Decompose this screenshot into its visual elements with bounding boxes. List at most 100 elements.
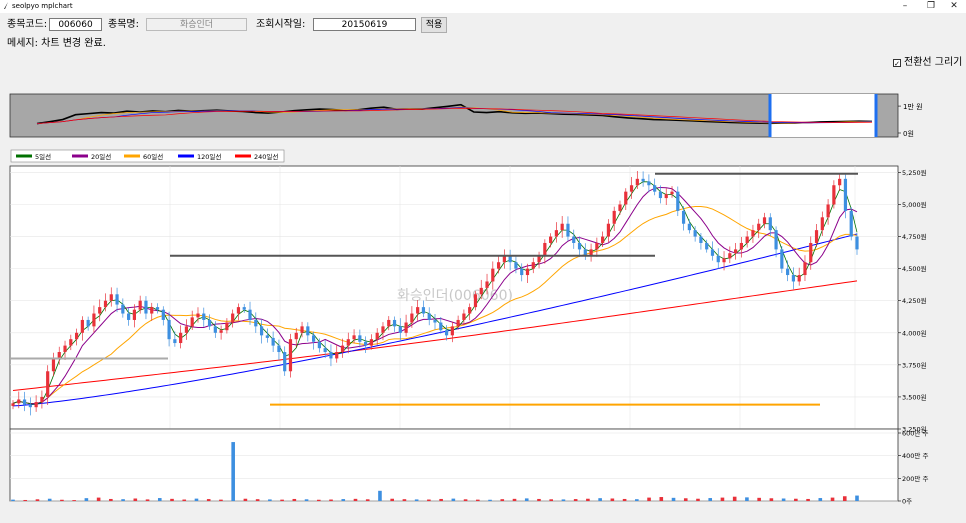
navigator-tick-label: 0원 bbox=[903, 129, 914, 138]
candle-body bbox=[98, 307, 102, 314]
volume-bar bbox=[586, 498, 590, 501]
candle-body bbox=[624, 191, 628, 205]
volume-bar bbox=[732, 496, 737, 501]
price-chart[interactable]: 5,250원 5,000원 4,750원 4,500원 4,250원 4,000원 3,75… bbox=[9, 165, 927, 434]
candle-body bbox=[271, 337, 275, 346]
legend-label-ma20: 20일선 bbox=[91, 152, 111, 161]
transition-line-checkbox[interactable]: ✓ bbox=[893, 59, 901, 68]
volume-bar bbox=[231, 442, 235, 501]
candle-body bbox=[410, 313, 414, 323]
candle-body bbox=[127, 313, 131, 320]
volume-bar bbox=[206, 499, 211, 501]
navigator-selection[interactable] bbox=[770, 94, 876, 137]
legend-swatch-ma5 bbox=[16, 154, 32, 158]
close-button[interactable]: ✕ bbox=[950, 1, 958, 11]
volume-bar bbox=[23, 499, 28, 501]
chart-area[interactable]: 1만 원 0원 5일선 20일선 60일선 120일선 240일선 5,250원 5,000… bbox=[0, 73, 966, 523]
candle-body bbox=[40, 396, 44, 403]
candle-body bbox=[225, 322, 229, 331]
minimize-button[interactable]: – bbox=[902, 1, 908, 11]
volume-bar bbox=[402, 499, 407, 501]
volume-tick-label: 400만 주 bbox=[902, 451, 928, 460]
volume-bar bbox=[60, 499, 64, 501]
navigator-left-handle[interactable] bbox=[768, 94, 772, 137]
volume-bar bbox=[671, 497, 676, 501]
price-tick-label: 5,250원 bbox=[902, 168, 927, 177]
candle-body bbox=[606, 223, 611, 237]
candle-body bbox=[618, 204, 622, 211]
candle-body bbox=[589, 249, 593, 256]
candle-body bbox=[439, 322, 443, 331]
candle-body bbox=[121, 304, 125, 314]
candle-body bbox=[202, 313, 206, 320]
candle-body bbox=[323, 348, 327, 353]
navigator-tick-label: 1만 원 bbox=[903, 102, 923, 111]
volume-bar bbox=[806, 498, 810, 501]
start-date-input[interactable]: 20150619 bbox=[313, 18, 416, 31]
code-input[interactable]: 006060 bbox=[49, 18, 102, 31]
navigator-right-handle[interactable] bbox=[874, 94, 878, 137]
volume-bar bbox=[329, 499, 333, 501]
apply-button[interactable]: 적용 bbox=[421, 17, 447, 33]
legend-label-ma240: 240일선 bbox=[254, 152, 278, 161]
candle-body bbox=[768, 217, 772, 231]
candle-body bbox=[17, 399, 21, 404]
candle-body bbox=[797, 275, 801, 282]
volume-bar bbox=[170, 498, 174, 501]
volume-bar bbox=[157, 498, 162, 501]
candle-body bbox=[653, 185, 657, 192]
candle-body bbox=[739, 242, 743, 250]
volume-bar bbox=[121, 499, 125, 501]
candle-body bbox=[554, 230, 558, 237]
volume-bar bbox=[842, 496, 847, 501]
candle-body bbox=[560, 223, 564, 231]
candle-body bbox=[462, 313, 466, 320]
volume-bar bbox=[341, 499, 346, 501]
candle-body bbox=[283, 352, 287, 372]
candle-body bbox=[421, 307, 426, 314]
candle-body bbox=[335, 352, 339, 359]
volume-bar bbox=[182, 499, 187, 501]
candle-body bbox=[74, 332, 79, 340]
volume-bar bbox=[439, 498, 443, 501]
legend-swatch-ma120 bbox=[178, 154, 194, 158]
candle-body bbox=[11, 403, 15, 406]
volume-bar bbox=[255, 499, 260, 501]
candle-body bbox=[456, 319, 460, 327]
price-tick-label: 3,750원 bbox=[902, 360, 927, 369]
volume-bar bbox=[659, 497, 664, 501]
volume-bar bbox=[830, 497, 835, 501]
volume-bar bbox=[353, 498, 358, 501]
candle-body bbox=[184, 326, 189, 333]
volume-bar bbox=[280, 499, 284, 501]
candle-body bbox=[838, 178, 842, 186]
candle-body bbox=[496, 262, 501, 269]
ma-legend: 5일선 20일선 60일선 120일선 240일선 bbox=[10, 149, 285, 163]
candle-body bbox=[612, 210, 616, 224]
restore-button[interactable]: ❐ bbox=[926, 1, 936, 11]
overview-navigator[interactable]: 1만 원 0원 bbox=[9, 93, 923, 138]
candle-body bbox=[69, 339, 73, 346]
candle-body bbox=[161, 309, 165, 320]
legend-label-ma5: 5일선 bbox=[35, 152, 51, 161]
candle-body bbox=[80, 319, 84, 333]
candle-body bbox=[63, 345, 67, 353]
candle-body bbox=[473, 294, 478, 308]
volume-chart[interactable]: 600만 주 400만 주 200만 주 0주 bbox=[9, 429, 928, 506]
volume-bar bbox=[500, 499, 505, 501]
price-tick-label: 4,750원 bbox=[902, 232, 927, 241]
candle-body bbox=[294, 332, 298, 340]
price-tick-label: 4,500원 bbox=[902, 264, 927, 273]
candle-body bbox=[190, 317, 194, 327]
candle-body bbox=[468, 307, 472, 314]
name-label: 종목명: bbox=[108, 19, 139, 30]
candle-body bbox=[427, 313, 431, 320]
volume-bar bbox=[194, 498, 199, 501]
candle-body bbox=[641, 178, 645, 182]
candle-body bbox=[340, 345, 345, 353]
start-date-label: 조회시작일: bbox=[256, 19, 306, 30]
candle-body bbox=[306, 326, 310, 336]
volume-tick-label: 0주 bbox=[902, 498, 912, 506]
legend-label-ma120: 120일선 bbox=[197, 152, 221, 161]
volume-bar bbox=[757, 497, 761, 501]
